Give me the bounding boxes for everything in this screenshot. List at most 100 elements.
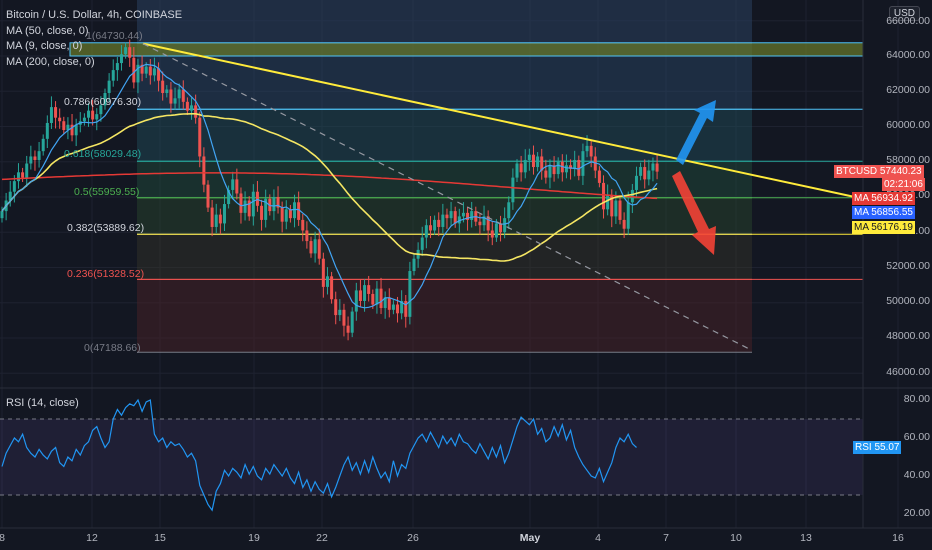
time-tick: 13 bbox=[800, 532, 812, 544]
fib-level-1-label: 1(64730.44) bbox=[86, 30, 143, 42]
candle-body bbox=[132, 57, 136, 83]
candle-body bbox=[610, 195, 614, 217]
candle-body bbox=[581, 151, 585, 176]
candle-body bbox=[470, 211, 474, 220]
time-tick: 4 bbox=[595, 532, 601, 544]
candle-body bbox=[177, 89, 181, 99]
candle-body bbox=[552, 165, 556, 175]
candle-body bbox=[115, 63, 119, 71]
candle-body bbox=[103, 93, 107, 106]
ma9-legend-label[interactable]: MA (9, close, 0) bbox=[6, 40, 83, 52]
candle-body bbox=[433, 219, 437, 231]
candle-body bbox=[111, 70, 115, 81]
candle-body bbox=[437, 219, 441, 227]
candle-body bbox=[321, 258, 325, 287]
rsi-value-tag: RSI 55.07 bbox=[853, 441, 902, 454]
rsi-title[interactable]: RSI (14, close) bbox=[6, 397, 79, 409]
candle-body bbox=[375, 288, 379, 305]
candle-body bbox=[428, 225, 432, 231]
candle-body bbox=[346, 325, 350, 333]
candle-body bbox=[144, 66, 148, 74]
candle-body bbox=[330, 276, 334, 300]
btcusd-tag-value: 57440.23 bbox=[879, 166, 922, 177]
candle-body bbox=[198, 117, 202, 157]
bearish-arrow-icon bbox=[672, 171, 716, 255]
ma9-tag-value: 56856.55 bbox=[871, 207, 913, 218]
candle-body bbox=[251, 191, 255, 217]
candle-body bbox=[231, 179, 235, 190]
time-tick: 12 bbox=[86, 532, 98, 544]
candle-body bbox=[412, 258, 416, 272]
candle-body bbox=[317, 239, 321, 259]
time-tick: 8 bbox=[0, 532, 5, 544]
time-tick: 10 bbox=[730, 532, 742, 544]
ma50-legend-label[interactable]: MA (50, close, 0) bbox=[6, 24, 89, 37]
candle-body bbox=[618, 200, 622, 220]
candle-body bbox=[396, 304, 400, 314]
price-tick: 58000.00 bbox=[886, 154, 930, 166]
candle-body bbox=[119, 54, 123, 64]
candle-body bbox=[342, 309, 346, 326]
ma50-price-tag: MA 56934.92 bbox=[852, 192, 915, 205]
candle-body bbox=[82, 117, 86, 122]
candle-body bbox=[556, 161, 560, 175]
candle-body bbox=[334, 299, 338, 316]
candle-body bbox=[577, 159, 581, 176]
fib-level-0786-label: 0.786(60976.30) bbox=[64, 96, 142, 108]
candle-body bbox=[25, 163, 29, 178]
fib-zone bbox=[137, 109, 752, 162]
price-tick: 60000.00 bbox=[886, 119, 930, 131]
rsi-tag-label: RSI bbox=[855, 442, 872, 453]
candle-body bbox=[0, 211, 4, 219]
price-tick: 52000.00 bbox=[886, 260, 930, 272]
candle-body bbox=[391, 304, 395, 310]
price-tick: 48000.00 bbox=[886, 330, 930, 342]
rsi-tag-value: 55.07 bbox=[874, 442, 900, 453]
candle-body bbox=[21, 172, 25, 178]
candle-body bbox=[169, 89, 173, 104]
candle-body bbox=[400, 300, 404, 314]
candle-body bbox=[140, 64, 144, 74]
ma50-tag-label: MA bbox=[854, 193, 869, 204]
candle-body bbox=[58, 117, 62, 122]
ma200-tag-value: 56176.19 bbox=[871, 222, 913, 233]
candle-body bbox=[564, 165, 568, 173]
ma200-tag-label: MA bbox=[854, 222, 869, 233]
candle-body bbox=[379, 288, 383, 309]
dashed-trendline bbox=[142, 43, 753, 351]
candle-body bbox=[383, 297, 387, 309]
rsi-tick: 80.00 bbox=[903, 393, 930, 405]
ma50-tag-value: 56934.92 bbox=[871, 193, 913, 204]
ma200-line bbox=[1, 172, 658, 200]
candle-body bbox=[16, 172, 20, 182]
candle-body bbox=[33, 156, 37, 160]
candle-body bbox=[255, 191, 259, 206]
fib-zone bbox=[137, 279, 752, 353]
currency-button[interactable]: USD bbox=[888, 6, 920, 21]
candle-body bbox=[222, 204, 226, 224]
candle-body bbox=[218, 214, 222, 224]
candle-body bbox=[214, 214, 218, 227]
ma200-legend-label[interactable]: MA (200, close, 0) bbox=[6, 55, 95, 68]
candle-body bbox=[338, 309, 342, 316]
price-tick: 46000.00 bbox=[886, 366, 930, 378]
candle-body bbox=[99, 105, 103, 115]
fib-zone-top bbox=[137, 0, 752, 44]
candle-body bbox=[194, 105, 198, 118]
time-tick: 15 bbox=[154, 532, 166, 544]
candle-body bbox=[309, 241, 313, 254]
candle-body bbox=[457, 216, 461, 224]
candle-body bbox=[260, 205, 264, 220]
fib-level-0618-label: 0.618(58029.48) bbox=[64, 148, 142, 160]
ma9-price-tag: MA 56856.55 bbox=[852, 206, 915, 219]
candle-body bbox=[519, 163, 523, 173]
candle-body bbox=[536, 156, 540, 168]
candle-body bbox=[441, 214, 445, 227]
candle-body bbox=[350, 311, 354, 333]
candle-body bbox=[540, 156, 544, 171]
candle-body bbox=[466, 212, 470, 220]
candle-body bbox=[371, 293, 375, 305]
candle-body bbox=[589, 145, 593, 157]
